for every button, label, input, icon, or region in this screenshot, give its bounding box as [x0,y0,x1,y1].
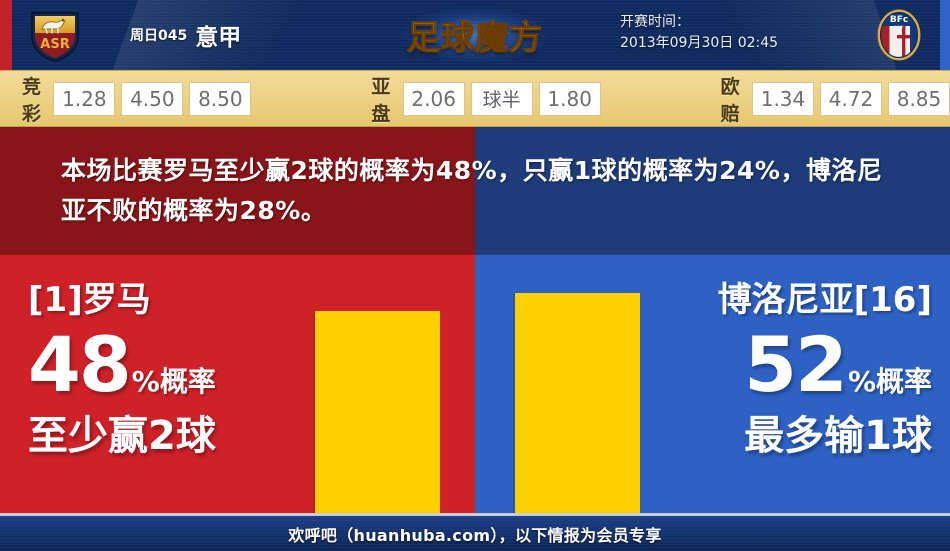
away-team-name: 博洛尼亚[16] [717,280,932,320]
statement-band: 本场比赛罗马至少赢2球的概率为48%，只赢1球的概率为24%，博洛尼亚不败的概率… [0,127,950,255]
odds-cell-jingcai-draw[interactable]: 4.50 [121,81,184,116]
footer-text: 欢呼吧（huanhuba.com），以下情报为会员专享 [288,525,662,545]
statement-text: 本场比赛罗马至少赢2球的概率为48%，只赢1球的概率为24%，博洛尼亚不败的概率… [61,156,883,225]
statement-band-left-half [0,127,475,255]
odds-cell-jingcai-away[interactable]: 8.50 [189,81,252,116]
svg-text:BFc: BFc [890,15,908,25]
probability-panels: [1]罗马 48 %概率 至少赢2球 博洛尼亚[16] 52 %概率 最多输1球 [0,255,950,513]
odds-group-european: 欧赔 1.34 4.72 8.85 [721,72,950,126]
panel-home-team: [1]罗马 48 %概率 至少赢2球 [0,255,475,513]
odds-label-european: 欧赔 [720,75,741,125]
brand-logo[interactable]: 足球魔方 [370,0,580,70]
away-outcome-label: 最多输1球 [744,413,932,459]
panel-away-team: 博洛尼亚[16] 52 %概率 最多输1球 [475,255,950,513]
panel-home-text: [1]罗马 48 %概率 至少赢2球 [28,255,328,461]
odds-bar: 竞彩 1.28 4.50 8.50 亚盘 2.06 球半 1.80 欧赔 1.3… [0,70,950,127]
statement-band-right-half [475,127,950,255]
header-edge-blue [940,0,950,70]
footer-bar: 欢呼吧（huanhuba.com），以下情报为会员专享 [0,516,950,551]
odds-cell-european-draw[interactable]: 4.72 [819,81,882,116]
bologna-fc-crest-icon: BFc 1909 [872,8,926,62]
home-percent-value: 48 [28,320,132,409]
odds-cell-jingcai-home[interactable]: 1.28 [53,81,116,116]
home-outcome-label: 至少赢2球 [28,413,216,459]
probability-bar-home [315,311,440,513]
odds-label-jingcai: 竞彩 [22,75,43,125]
as-roma-crest-icon: ASR [28,8,82,63]
odds-cell-asian-away[interactable]: 1.80 [538,81,601,116]
home-percent-suffix: %概率 [131,365,216,398]
odds-cell-asian-handicap[interactable]: 球半 [470,81,533,116]
svg-text:ASR: ASR [40,37,69,52]
probability-bar-away [515,293,640,513]
match-round: 周日045 [130,28,188,44]
brand-logo-text: 足球魔方 [407,11,543,59]
away-percent-value: 52 [744,320,848,409]
home-percent-row: 48 %概率 [28,327,328,403]
home-team-name: [1]罗马 [28,280,151,320]
statement-band-background [0,127,950,255]
away-percent-row: 52 %概率 [612,327,932,403]
header-edge-red [0,0,12,70]
match-title: 周日045 意甲 [130,16,410,54]
odds-cell-european-home[interactable]: 1.34 [751,81,814,116]
odds-label-asian: 亚盘 [371,75,392,125]
panel-away-text: 博洛尼亚[16] 52 %概率 最多输1球 [612,255,932,461]
odds-cell-european-away[interactable]: 8.85 [887,81,950,116]
match-league: 意甲 [195,25,242,51]
odds-group-asian: 亚盘 2.06 球半 1.80 [371,72,601,126]
kickoff-value: 2013年09月30日 02:45 [620,35,779,51]
away-percent-suffix: %概率 [847,365,932,398]
footer-divider [0,513,950,516]
kickoff-label: 开赛时间： [620,14,690,30]
odds-group-jingcai: 竞彩 1.28 4.50 8.50 [22,72,252,126]
odds-cell-asian-home[interactable]: 2.06 [402,81,465,116]
kickoff-time-block: 开赛时间： 2013年09月30日 02:45 [620,12,840,54]
header-bar: ASR 周日045 意甲 足球魔方 开赛时间： 2013年09月30日 02:4… [0,0,950,70]
svg-text:1909: 1909 [894,25,904,29]
